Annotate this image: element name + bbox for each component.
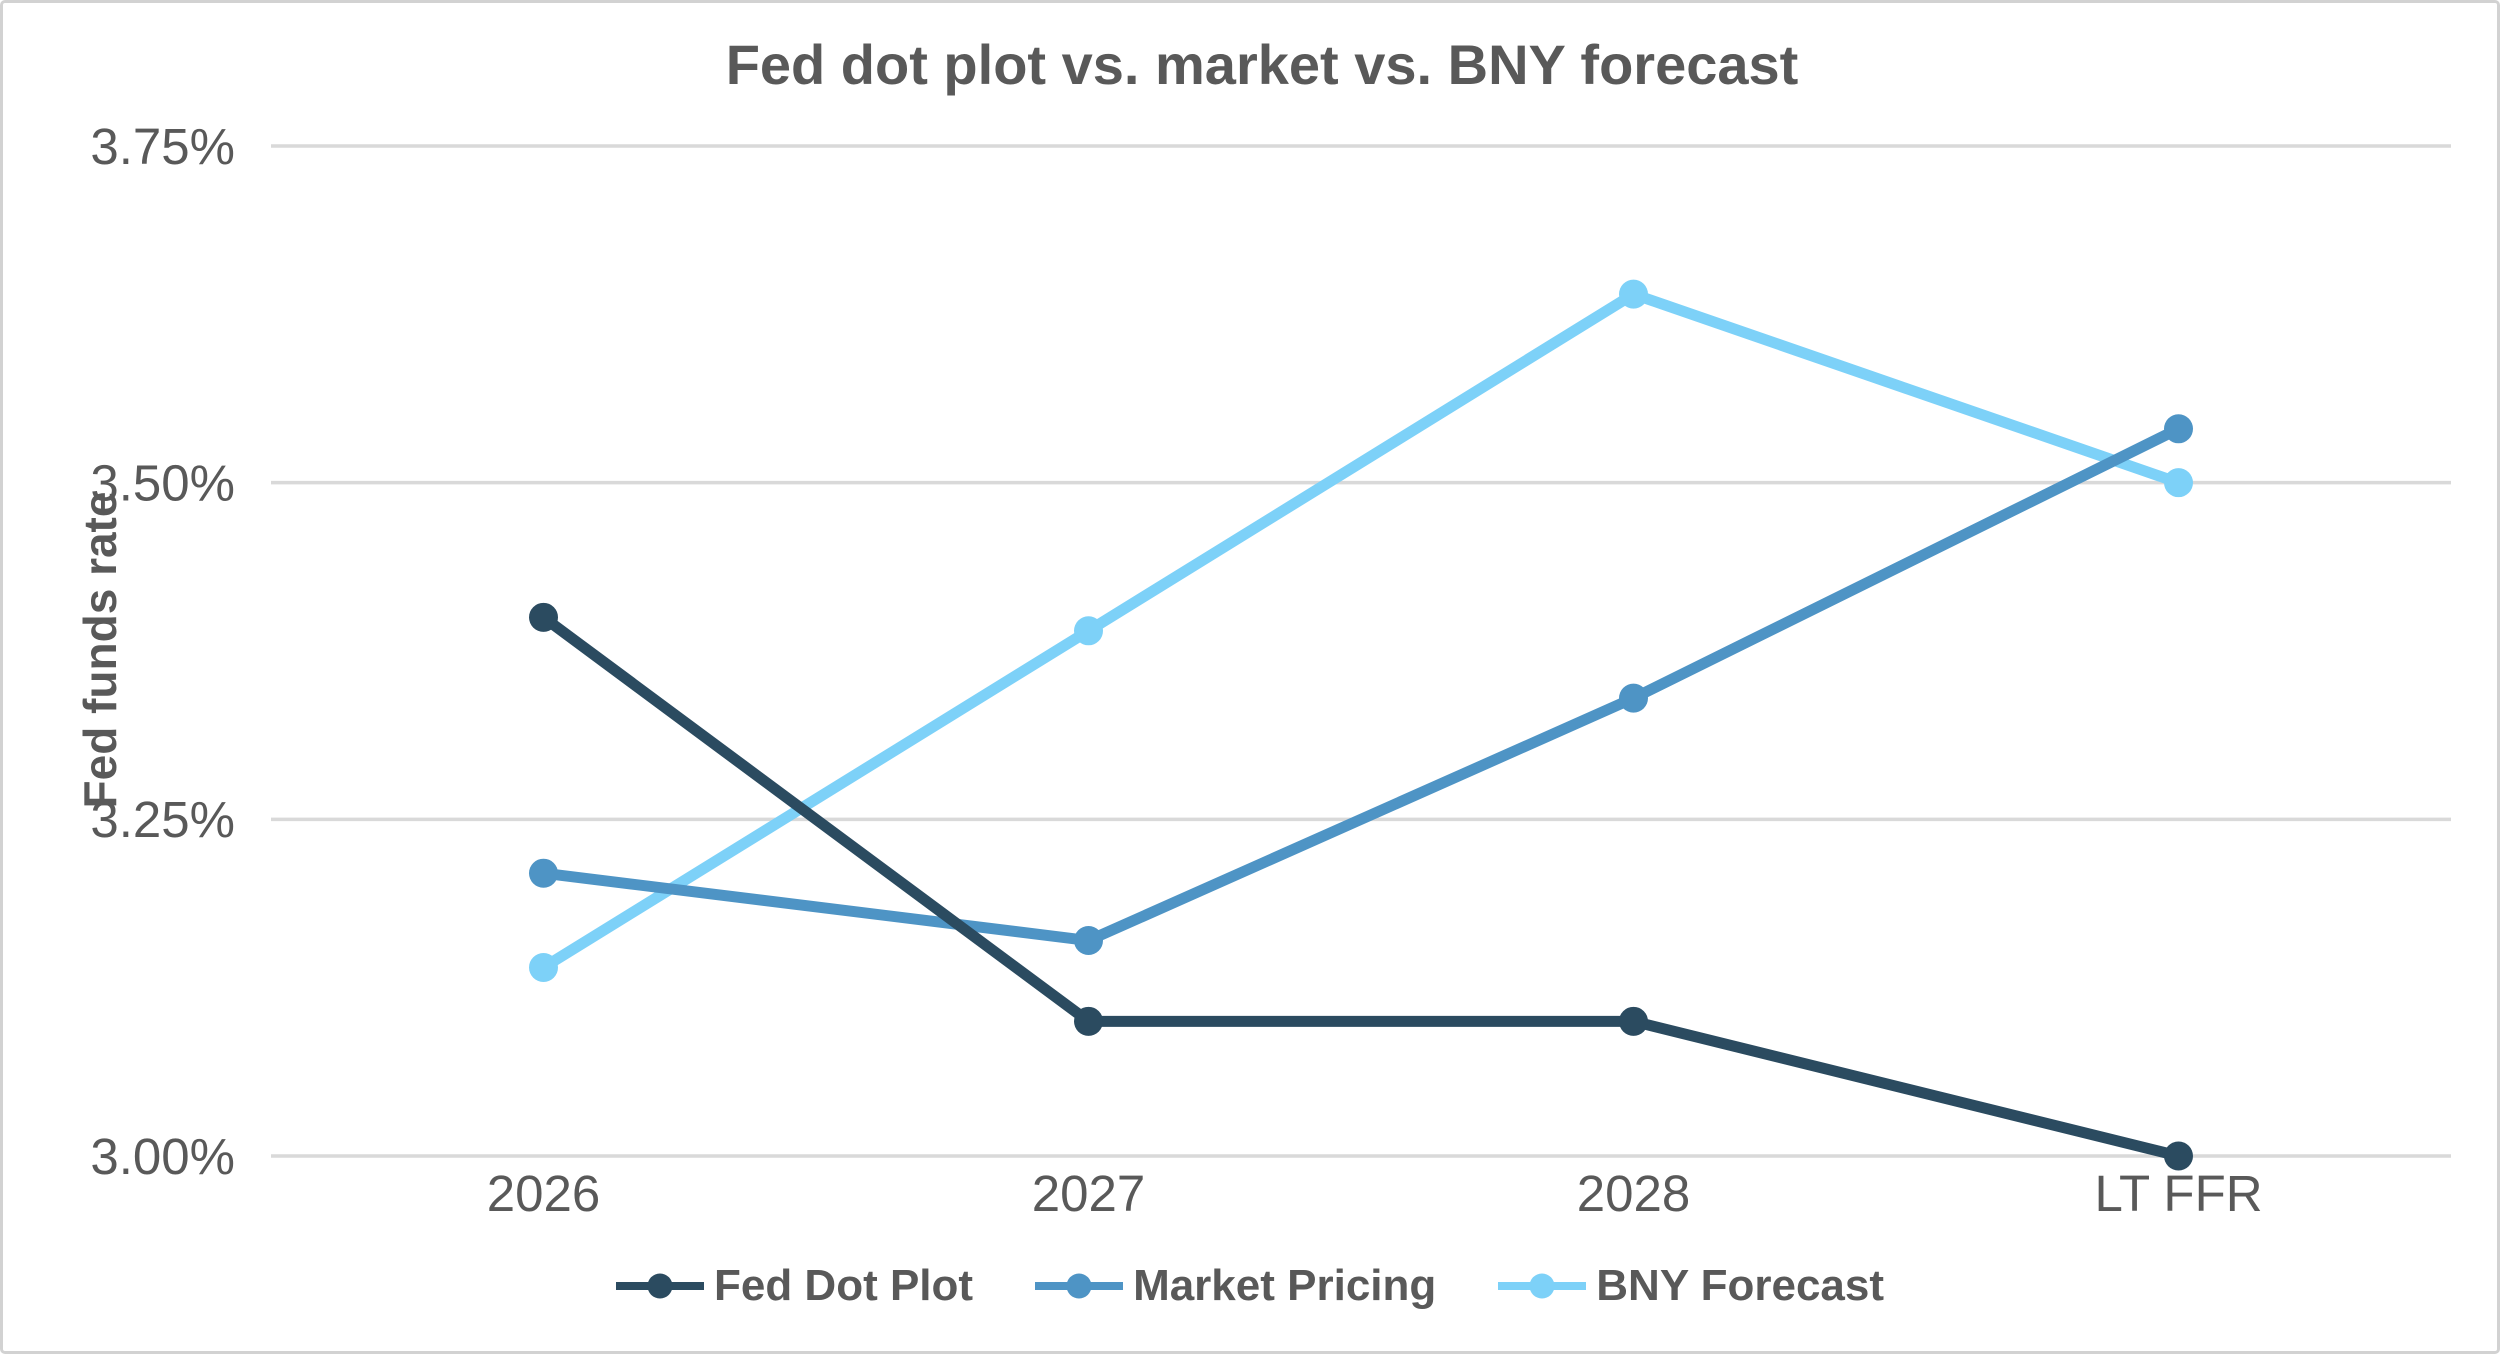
legend: Fed Dot Plot Market Pricing BNY Forecast [3,1261,2497,1311]
x-axis-label: LT FFR [2094,1165,2262,1222]
data-point-market-pricing [529,858,558,888]
legend-label-market-pricing: Market Pricing [1133,1261,1437,1310]
series-line-market-pricing [538,423,2184,947]
y-tick-label: 3.25% [90,791,235,848]
chart-canvas: 3.75%3.50%3.25%3.00% 2026 2027 2028 LT FFR … [74,33,2451,1222]
data-point-market-pricing [1074,926,1103,956]
legend-item-bny-forecast: BNY Forecast [1498,1261,1884,1311]
data-point-bny-forecast [2164,468,2193,498]
data-point-fed-dot-plot [1619,1006,1648,1036]
legend-marker-bny-forecast [1498,1273,1587,1299]
series-line-fed-dot-plot [538,611,2184,1162]
data-point-fed-dot-plot [529,602,558,632]
x-axis-label: 2027 [1032,1165,1145,1222]
legend-marker-dot [1529,1273,1555,1299]
y-axis-tick-labels: 3.75% 3.50% 3.25% 3.00% [90,118,235,1185]
y-tick-label: 3.50% [90,455,235,512]
data-point-bny-forecast [1619,279,1648,309]
y-axis-title: Fed funds rate [74,492,126,809]
data-point-market-pricing [2164,414,2193,444]
legend-marker-market-pricing [1035,1273,1124,1299]
legend-item-market-pricing: Market Pricing [1035,1261,1436,1311]
data-point-bny-forecast [1074,616,1103,646]
x-axis-labels: 2026 2027 2028 LT FFR [487,1165,2263,1222]
data-point-fed-dot-plot [2164,1141,2193,1171]
legend-label-bny-forecast: BNY Forecast [1596,1261,1885,1310]
y-tick-label: 3.75% [90,118,235,175]
legend-item-fed-dot-plot: Fed Dot Plot [615,1261,974,1311]
data-series [529,279,2193,1171]
y-tick-label: 3.00% [90,1128,235,1185]
legend-marker-dot [647,1273,673,1299]
x-axis-label: 2028 [1577,1165,1690,1222]
chart-title: Fed dot plot vs. market vs. BNY forecast [726,33,1799,96]
legend-label-fed-dot-plot: Fed Dot Plot [713,1261,974,1310]
data-point-fed-dot-plot [1074,1006,1103,1036]
data-point-bny-forecast [529,952,558,982]
legend-marker-dot [1066,1273,1092,1299]
series-line-bny-forecast [538,288,2184,973]
legend-marker-fed-dot-plot [615,1273,704,1299]
x-axis-label: 2026 [487,1165,600,1222]
data-point-market-pricing [1619,683,1648,713]
